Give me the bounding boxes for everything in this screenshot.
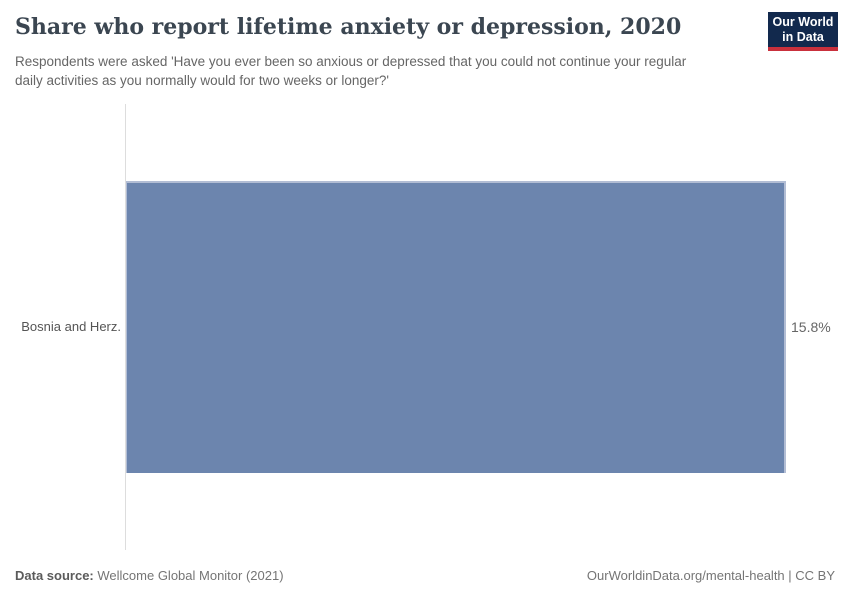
datasource-label: Data source: <box>15 568 94 583</box>
value-label: 15.8% <box>791 319 831 335</box>
footer-link[interactable]: OurWorldinData.org/mental-health | CC BY <box>586 568 835 583</box>
datasource-value: Wellcome Global Monitor (2021) <box>97 568 284 583</box>
owid-logo-line1: Our World <box>772 14 834 29</box>
owid-logo[interactable]: Our World in Data <box>768 12 838 51</box>
page-title: Share who report lifetime anxiety or dep… <box>15 14 682 40</box>
plot-area <box>125 104 786 550</box>
footer-datasource: Data source: Wellcome Global Monitor (20… <box>15 568 284 583</box>
owid-logo-line2: in Data <box>782 29 824 44</box>
bar[interactable] <box>126 181 786 473</box>
chart-subtitle: Respondents were asked 'Have you ever be… <box>15 54 687 88</box>
entity-label: Bosnia and Herz. <box>21 319 121 334</box>
